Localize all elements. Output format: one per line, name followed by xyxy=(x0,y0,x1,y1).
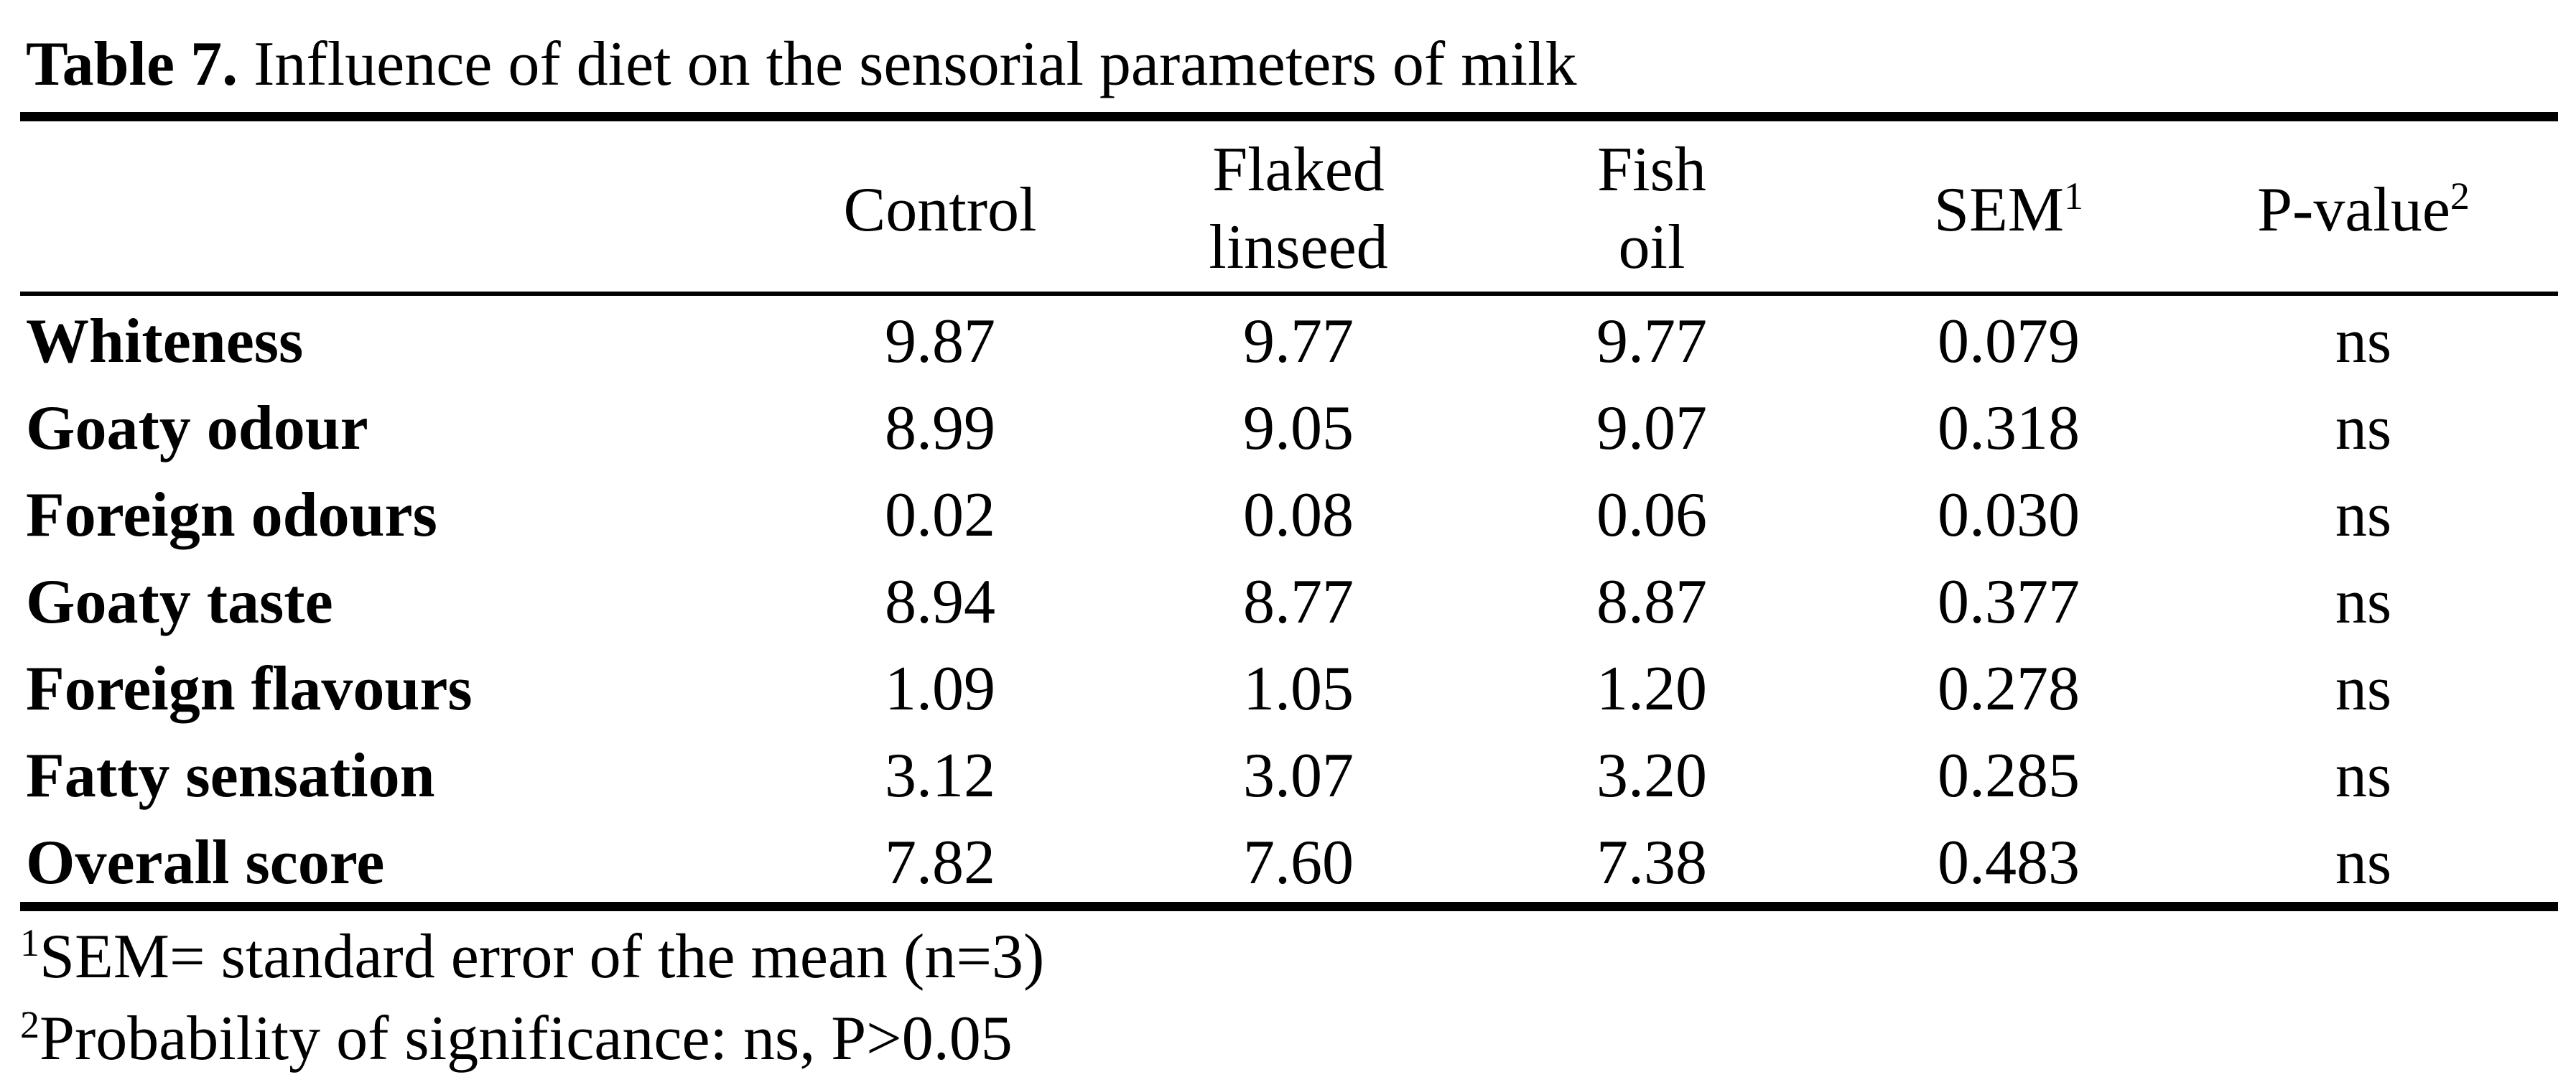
table-cell: 0.278 xyxy=(1938,654,2080,724)
table-cell: 3.07 xyxy=(1243,741,1354,811)
footnote-1-marker: 1 xyxy=(20,921,39,964)
table-cell: 9.07 xyxy=(1596,393,1707,463)
table-cell: ns xyxy=(2335,393,2392,463)
row-label-goaty-taste: Goaty taste xyxy=(26,567,333,637)
column-header-flaked-linseed: Flaked linseed xyxy=(1209,135,1388,282)
table-cell: 1.09 xyxy=(885,654,995,724)
table-cell: 0.08 xyxy=(1243,480,1354,550)
table-cell: 1.05 xyxy=(1243,654,1354,724)
table-cell: ns xyxy=(2335,741,2392,811)
table-cell: 9.77 xyxy=(1596,307,1707,376)
row-label-foreign-flavours: Foreign flavours xyxy=(26,654,473,724)
table-cell: 3.12 xyxy=(885,741,995,811)
column-header-fish-oil: Fish oil xyxy=(1597,135,1706,282)
table-cell: 9.87 xyxy=(885,307,995,376)
header-rule xyxy=(20,292,2558,296)
footnote-marker-2: 2 xyxy=(2450,174,2470,218)
table-cell: 0.02 xyxy=(885,480,995,550)
footnote-1-text: SEM= standard error of the mean (n=3) xyxy=(39,922,1045,992)
table-cell: 0.377 xyxy=(1938,567,2080,637)
table-cell: 7.82 xyxy=(885,828,995,898)
row-label-whiteness: Whiteness xyxy=(26,307,304,376)
row-label-overall-score: Overall score xyxy=(26,828,385,898)
column-header-p-value: P-value2 xyxy=(2257,174,2470,245)
column-header-control: Control xyxy=(843,175,1037,245)
table-cell: 7.38 xyxy=(1596,828,1707,898)
table-title: Influence of diet on the sensorial param… xyxy=(238,29,1577,99)
table-cell: ns xyxy=(2335,828,2392,898)
table-cell: 0.318 xyxy=(1938,393,2080,463)
bottom-rule xyxy=(20,902,2558,911)
column-header-sem: SEM1 xyxy=(1934,174,2083,245)
table-cell: ns xyxy=(2335,480,2392,550)
table-cell: 9.05 xyxy=(1243,393,1354,463)
table-caption: Table 7. Influence of diet on the sensor… xyxy=(26,29,1577,101)
table-cell: 8.99 xyxy=(885,393,995,463)
table-cell: 0.285 xyxy=(1938,741,2080,811)
table-cell: 9.77 xyxy=(1243,307,1354,376)
table-cell: 3.20 xyxy=(1596,741,1707,811)
top-rule xyxy=(20,112,2558,121)
footnote-2: 2Probability of significance: ns, P>0.05 xyxy=(20,1003,1013,1075)
footnote-2-text: Probability of significance: ns, P>0.05 xyxy=(39,1004,1013,1073)
footnote-1: 1SEM= standard error of the mean (n=3) xyxy=(20,921,1044,993)
table-cell: 8.87 xyxy=(1596,567,1707,637)
table-cell: ns xyxy=(2335,654,2392,724)
table-cell: 1.20 xyxy=(1596,654,1707,724)
table-cell: 8.94 xyxy=(885,567,995,637)
table-cell: 7.60 xyxy=(1243,828,1354,898)
table-cell: ns xyxy=(2335,567,2392,637)
table-cell: 8.77 xyxy=(1243,567,1354,637)
table-cell: 0.079 xyxy=(1938,307,2080,376)
footnote-2-marker: 2 xyxy=(20,1003,39,1046)
table-cell: 0.483 xyxy=(1938,828,2080,898)
table-number: Table 7. xyxy=(26,29,238,99)
row-label-goaty-odour: Goaty odour xyxy=(26,393,368,463)
row-label-foreign-odours: Foreign odours xyxy=(26,480,437,550)
table-cell: 0.06 xyxy=(1596,480,1707,550)
footnote-marker-1: 1 xyxy=(2063,174,2083,218)
table-cell: ns xyxy=(2335,307,2392,376)
table-cell: 0.030 xyxy=(1938,480,2080,550)
row-label-fatty-sensation: Fatty sensation xyxy=(26,741,435,811)
